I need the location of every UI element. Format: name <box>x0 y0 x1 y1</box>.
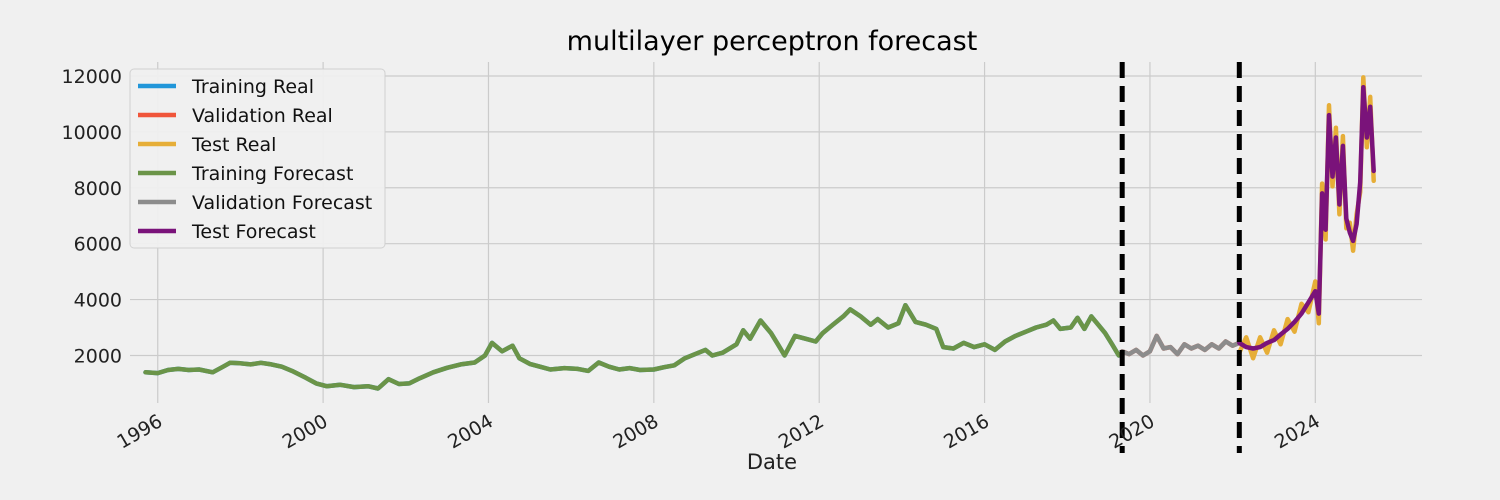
series-line-training-forecast <box>143 302 1125 391</box>
y-tick-label: 6000 <box>74 234 122 256</box>
y-tick-label: 2000 <box>74 345 122 367</box>
y-tick-label: 4000 <box>74 290 122 312</box>
legend-entry: Validation Real <box>192 105 333 127</box>
legend-entry: Test Real <box>191 134 276 156</box>
series-layer <box>143 75 1376 391</box>
legend-entry: Training Forecast <box>191 163 353 185</box>
x-axis-label: Date <box>747 450 797 474</box>
legend-box <box>129 68 386 249</box>
legend-entry: Validation Forecast <box>192 192 372 214</box>
chart-title: multilayer perceptron forecast <box>567 26 978 57</box>
legend: Training Real Validation Real Test Real Tra… <box>129 68 386 249</box>
series-line-validation-forecast <box>1119 333 1242 358</box>
split-lines <box>1119 62 1242 453</box>
legend-entry: Test Forecast <box>191 221 316 243</box>
legend-entry: Training Real <box>191 76 314 98</box>
series-line-test-forecast <box>1237 84 1376 351</box>
y-tick-label: 10000 <box>62 122 122 144</box>
y-tick-label: 8000 <box>74 178 122 200</box>
y-tick-labels: 2000 4000 6000 8000 10000 12000 <box>62 66 122 368</box>
y-tick-label: 12000 <box>62 66 122 88</box>
